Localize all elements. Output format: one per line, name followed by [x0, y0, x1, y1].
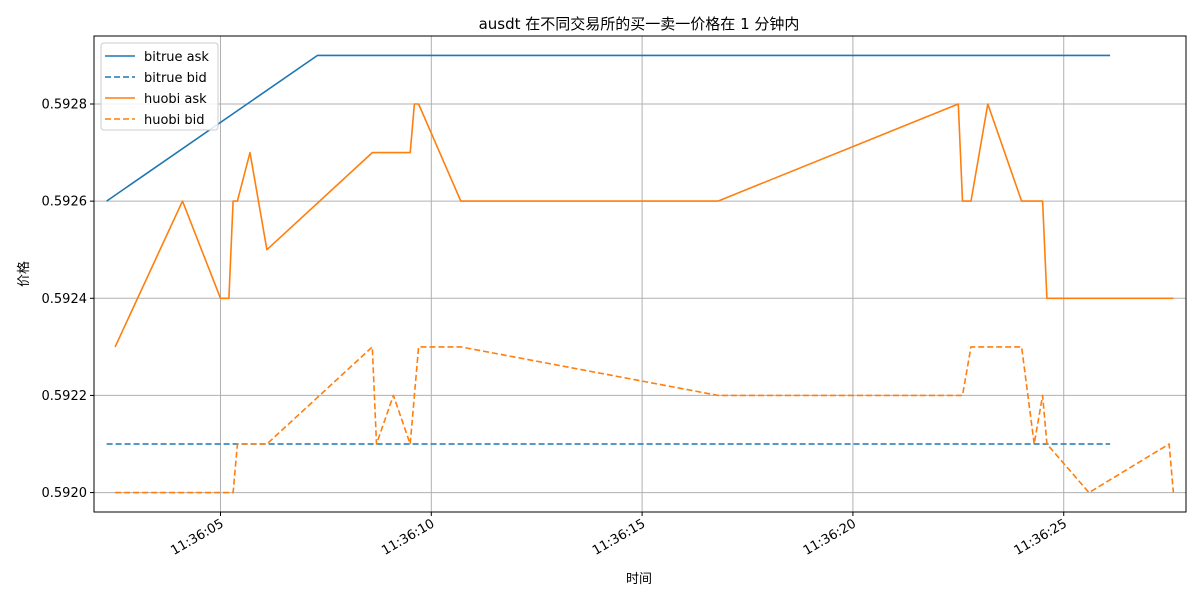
legend-label: bitrue bid	[144, 71, 207, 86]
y-tick-label: 0.5920	[42, 486, 88, 501]
y-tick-label: 0.5926	[42, 195, 88, 210]
legend-label: huobi bid	[144, 113, 205, 128]
y-tick-label: 0.5924	[42, 292, 88, 307]
series-lines	[106, 54, 1175, 494]
series-line-bitrue-ask	[106, 54, 1111, 202]
y-tick-label: 0.5928	[42, 98, 88, 113]
x-axis-label: 时间	[626, 572, 652, 587]
chart-title: ausdt 在不同交易所的买一卖一价格在 1 分钟内	[479, 15, 800, 33]
legend-label: bitrue ask	[144, 50, 209, 65]
series-line-huobi-bid	[115, 346, 1175, 494]
y-tick-label: 0.5922	[42, 389, 88, 404]
grid-lines	[94, 36, 1186, 512]
y-axis-label: 价格	[16, 261, 32, 287]
legend-box	[100, 42, 219, 131]
legend: bitrue ask bitrue bid huobi ask huobi bid	[100, 42, 219, 131]
plot-frame	[93, 35, 1187, 513]
series-line-huobi-ask	[114, 103, 1174, 348]
legend-label: huobi ask	[144, 92, 207, 107]
y-axis-ticks: 0.5920 0.5922 0.5924 0.5926 0.5928	[42, 98, 94, 501]
